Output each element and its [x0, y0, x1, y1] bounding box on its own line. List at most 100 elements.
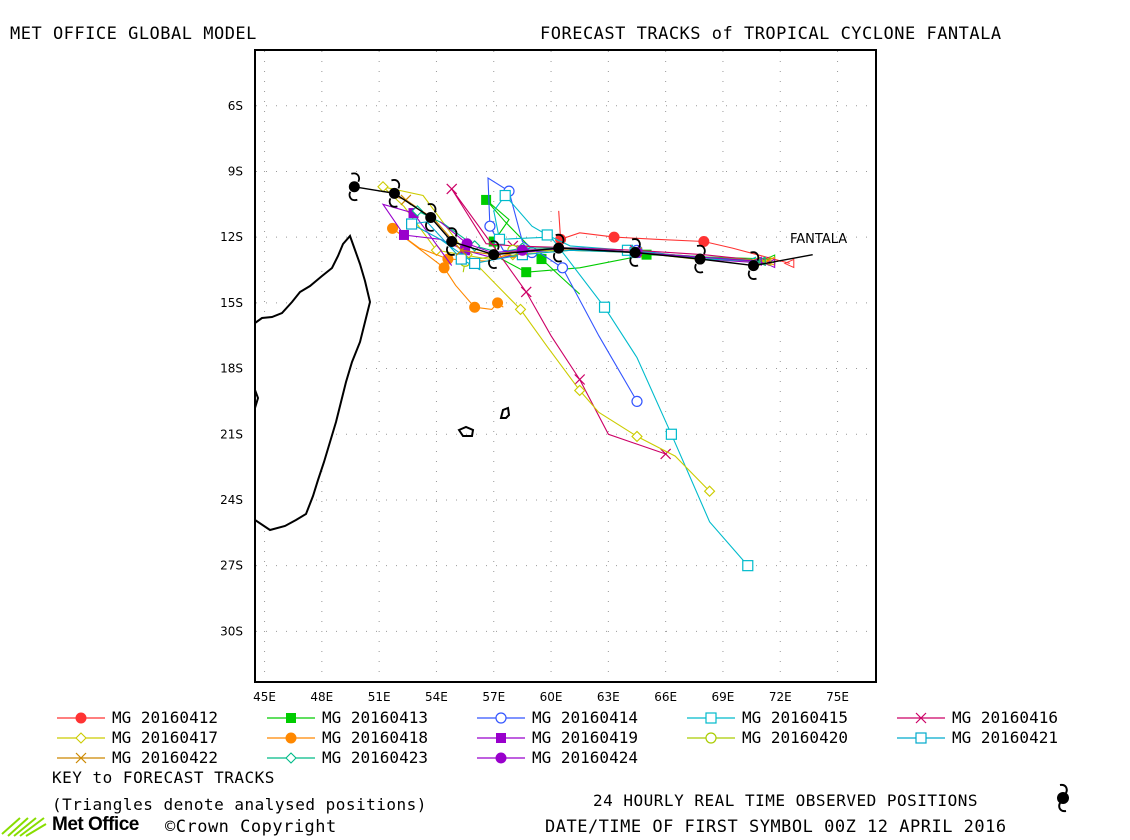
track-marker-20160417 [573, 384, 586, 397]
first-symbol-datetime: DATE/TIME OF FIRST SYMBOL 00Z 12 APRIL 2… [545, 817, 1007, 837]
map-frame [254, 49, 877, 683]
lon-tick-label: 48E [310, 690, 333, 704]
observed-cyclone-symbol [629, 238, 641, 267]
legend-label: MG 20160413 [322, 708, 428, 727]
track-marker-20160417 [631, 430, 643, 443]
met-office-logo-icon [1, 817, 47, 837]
cyclone-eye [488, 249, 500, 261]
legend-marker [285, 752, 297, 764]
reunion-island [457, 425, 475, 437]
cyclone-arm [446, 246, 455, 256]
track-marker-20160421 [455, 253, 467, 265]
copyright-notice: ©Crown Copyright [165, 817, 337, 837]
cyclone-arm [448, 227, 458, 237]
legend-swatch [687, 712, 735, 724]
cyclone-eye [694, 253, 706, 265]
lon-tick-label: 75E [826, 690, 849, 704]
cyclone-arm [629, 257, 639, 267]
legend-swatch [267, 732, 315, 744]
cyclone-eye [553, 242, 565, 254]
legend-swatch [267, 713, 315, 723]
lat-tick-label: 6S [228, 99, 243, 113]
track-marker-20160413 [481, 194, 492, 205]
legend-swatch [687, 732, 735, 744]
track-marker-20160424 [516, 244, 528, 256]
lon-tick-label: 51E [368, 690, 391, 704]
cyclone-eye [348, 181, 360, 193]
legend-swatch [57, 712, 105, 724]
legend-label: MG 20160416 [952, 708, 1058, 727]
track-marker-20160415 [499, 189, 511, 202]
track-marker-20160418 [438, 262, 450, 274]
track-marker-20160414 [556, 262, 569, 274]
legend-marker [495, 712, 507, 724]
track-marker-20160423 [411, 205, 424, 217]
legend-swatch [57, 732, 105, 744]
track-marker-20160414 [484, 220, 496, 232]
latitude-labels: 6S 9S 12S 15S 18S 21S 24S 27S 30S [220, 99, 243, 639]
mauritius-island [499, 406, 511, 419]
legend-marker [705, 712, 717, 724]
observed-cyclone-symbol [348, 172, 360, 202]
legend-label: MG 20160424 [532, 748, 638, 767]
legend-swatch [477, 733, 525, 743]
lon-tick-label: 66E [654, 690, 677, 704]
lat-tick-label: 18S [220, 362, 243, 376]
legend-label: MG 20160412 [112, 708, 218, 727]
observed-cyclone-symbol [425, 203, 437, 232]
cyclone-eye [748, 260, 760, 272]
legend-swatch [477, 712, 525, 724]
legend-marker [75, 752, 87, 764]
track-marker-20160413 [536, 254, 547, 265]
track-marker-20160418 [492, 297, 504, 309]
key-note: (Triangles denote analysed positions) [52, 795, 427, 814]
track-marker-20160417 [514, 303, 527, 316]
analysed-position-triangle [783, 258, 795, 269]
track-marker-20160421 [469, 257, 481, 270]
lon-tick-label: 60E [540, 690, 563, 704]
legend-label: MG 20160422 [112, 748, 218, 767]
legend-label: MG 20160419 [532, 728, 638, 747]
observed-track [348, 172, 813, 280]
track-marker-20160415 [598, 301, 611, 313]
legend-marker [915, 732, 927, 744]
track-marker-20160412 [608, 231, 620, 243]
observed-cyclone-symbol [488, 240, 500, 269]
madagascar-coast [254, 234, 372, 532]
cyclone-arm [750, 251, 760, 262]
legend-swatch [267, 752, 315, 764]
legend-marker [285, 732, 297, 744]
cyclone-eye [388, 187, 400, 199]
track-marker-20160418 [387, 222, 399, 234]
track-marker-20160414 [631, 395, 643, 407]
observed-positions-label: 24 HOURLY REAL TIME OBSERVED POSITIONS [593, 791, 979, 810]
legend-swatch [897, 732, 945, 744]
track-marker-20160415 [541, 229, 553, 241]
cyclone-arm [427, 203, 437, 213]
cyclone-eye [446, 236, 458, 248]
cyclone-arm [555, 233, 565, 244]
legend-marker [496, 733, 506, 743]
legend-swatch [477, 752, 525, 764]
key-title: KEY to FORECAST TRACKS [52, 768, 275, 787]
analysed-position-triangle [754, 256, 766, 267]
legend-label: MG 20160420 [742, 728, 848, 747]
legend-label: MG 20160415 [742, 708, 848, 727]
track-marker-20160417 [703, 485, 716, 497]
track-marker-20160416 [520, 286, 532, 298]
track-marker-20160421 [406, 218, 418, 230]
legend-marker [495, 752, 507, 764]
lon-tick-label: 69E [712, 690, 735, 704]
observed-cyclone-symbol [388, 179, 401, 208]
observed-cyclone-symbol [694, 244, 706, 274]
cyclone-arm [348, 191, 358, 202]
cyclone-arm [747, 270, 757, 280]
lon-tick-label: 57E [482, 690, 505, 704]
cyclone-arm [351, 172, 360, 183]
track-marker-20160419 [398, 229, 409, 240]
cyclone-arm [488, 259, 497, 269]
observed-cyclone-symbol [446, 227, 458, 256]
track-marker-20160416 [660, 448, 672, 460]
header-model-title: MET OFFICE GLOBAL MODEL [10, 24, 257, 44]
